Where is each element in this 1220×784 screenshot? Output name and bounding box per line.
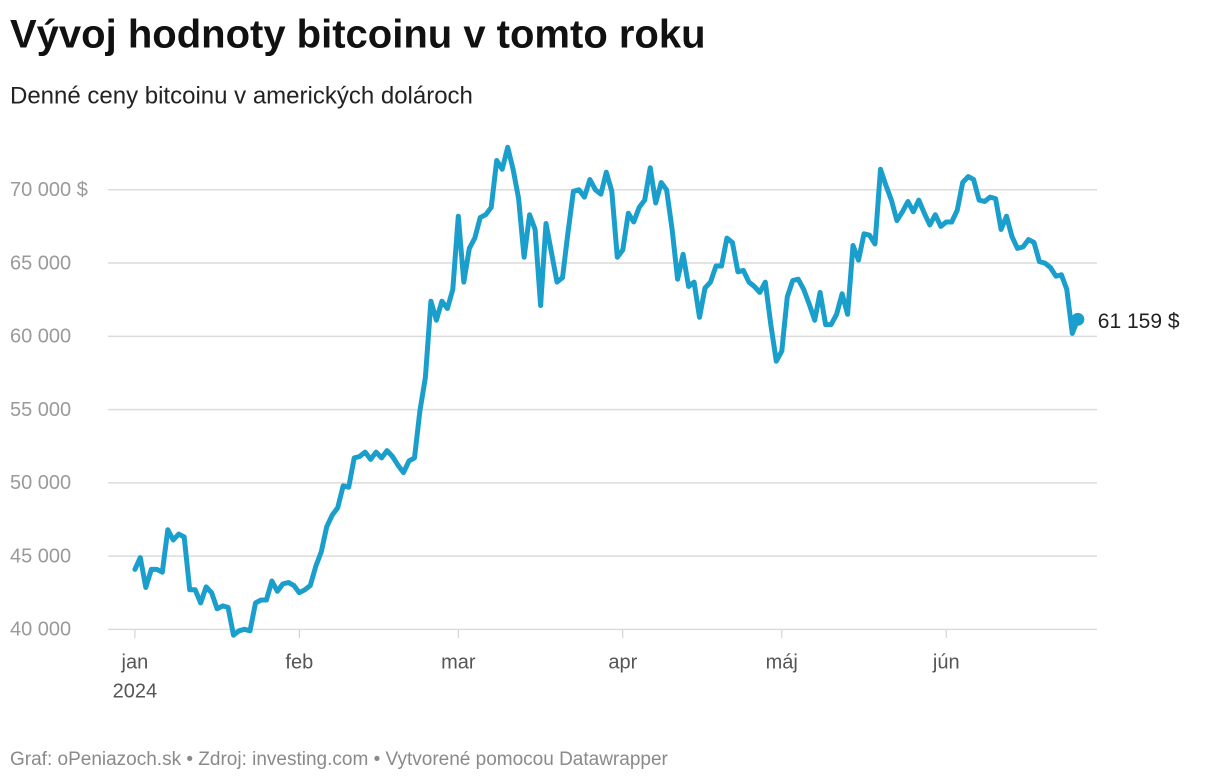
y-tick-label: 60 000 — [10, 326, 71, 348]
x-tick-label: jún — [932, 651, 960, 673]
chart-title: Vývoj hodnoty bitcoinu v tomto roku — [10, 13, 706, 57]
y-tick-label: 40 000 — [10, 619, 71, 641]
y-tick-label: 55 000 — [10, 399, 71, 421]
x-tick-label: máj — [766, 651, 798, 673]
chart-footer: Graf: oPeniazoch.sk • Zdroj: investing.c… — [10, 749, 669, 770]
y-tick-label: 45 000 — [10, 545, 71, 567]
x-tick-label: apr — [608, 651, 637, 673]
y-tick-label: 65 000 — [10, 252, 71, 274]
y-tick-label: 70 000 $ — [10, 179, 88, 201]
end-value-label: 61 159 $ — [1098, 310, 1180, 333]
x-tick-label: mar — [441, 651, 476, 673]
end-point — [1071, 312, 1085, 326]
price-line — [132, 144, 1081, 638]
x-tick-label: jan — [121, 651, 149, 673]
x-year-label: 2024 — [113, 680, 158, 702]
chart-subtitle: Denné ceny bitcoinu v amerických dolároc… — [10, 82, 473, 109]
x-tick-label: feb — [285, 651, 313, 673]
y-tick-label: 50 000 — [10, 472, 71, 494]
